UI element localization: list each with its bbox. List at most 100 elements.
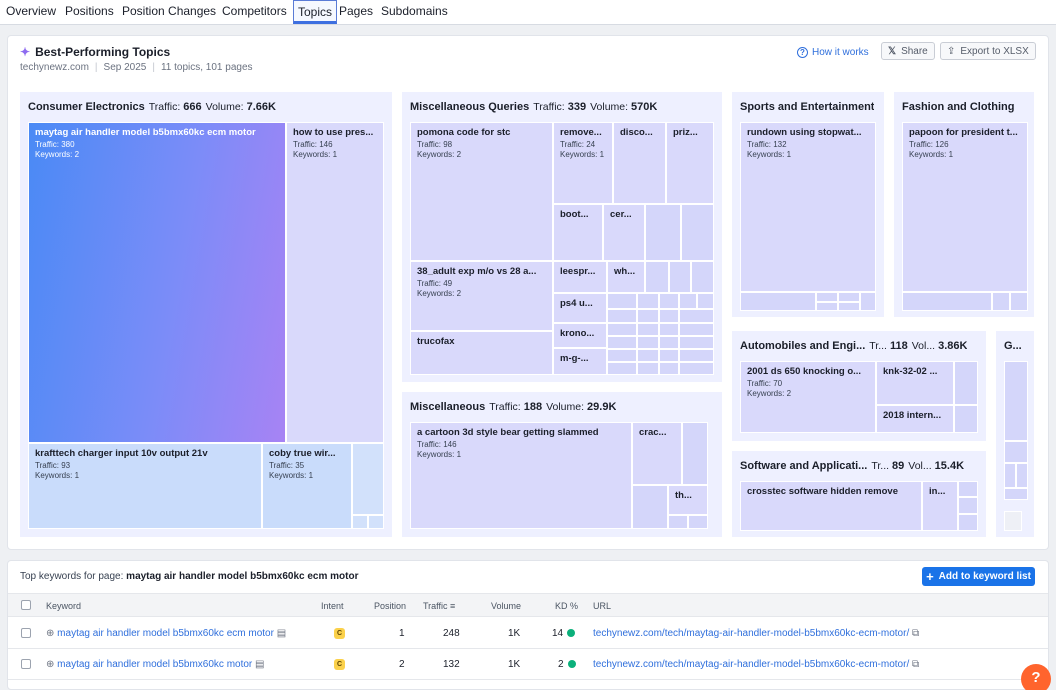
treemap-cell[interactable] — [607, 293, 637, 309]
add-to-keyword-list-button[interactable]: + Add to keyword list — [922, 567, 1035, 586]
treemap-cell[interactable] — [668, 515, 688, 529]
treemap-cell[interactable]: remove... Traffic: 24 Keywords: 1 — [553, 122, 613, 204]
export-button[interactable]: ⇪ Export to XLSX — [940, 42, 1036, 60]
row-checkbox[interactable] — [21, 628, 31, 638]
treemap-cell[interactable] — [679, 349, 714, 362]
treemap-cell[interactable] — [838, 302, 860, 311]
treemap-cell[interactable]: cer... — [603, 204, 645, 261]
treemap-cell[interactable]: priz... — [666, 122, 714, 204]
url-link[interactable]: techynewz.com/tech/maytag-air-handler-mo… — [593, 628, 910, 639]
topic-g[interactable]: G... — [996, 331, 1034, 537]
tab-competitors[interactable]: Competitors — [222, 4, 287, 18]
tab-topics[interactable]: Topics — [293, 0, 338, 24]
col-traffic[interactable]: Traffic ≡ — [423, 601, 455, 611]
topic-software[interactable]: Software and Applicati... Tr... 89 Vol... 15… — [732, 451, 986, 537]
treemap-cell[interactable] — [1016, 463, 1028, 488]
treemap-cell[interactable]: papoon for president t... Traffic: 126 K… — [902, 122, 1028, 292]
add-circle-icon[interactable]: ⊕ — [46, 659, 55, 670]
select-all-checkbox[interactable] — [21, 600, 31, 610]
serp-icon[interactable]: ▤ — [276, 628, 287, 639]
treemap-cell[interactable]: wh... — [607, 261, 645, 293]
treemap-cell[interactable] — [607, 309, 637, 323]
treemap-cell[interactable]: how to use pres... Traffic: 146 Keywords… — [286, 122, 384, 443]
treemap-cell[interactable] — [607, 323, 637, 336]
treemap-cell[interactable] — [958, 481, 978, 497]
treemap-cell[interactable]: 38_adult exp m/o vs 28 a... Traffic: 49 … — [410, 261, 553, 331]
treemap-cell[interactable]: leespr... — [553, 261, 607, 293]
how-it-works-link[interactable]: ? How it works — [797, 44, 869, 60]
treemap-cell[interactable] — [637, 362, 659, 375]
add-circle-icon[interactable]: ⊕ — [46, 628, 55, 639]
treemap-cell[interactable] — [1004, 511, 1022, 531]
treemap-cell[interactable] — [902, 292, 992, 311]
treemap-cell[interactable] — [816, 302, 838, 311]
treemap-cell[interactable] — [688, 515, 708, 529]
treemap-cell[interactable]: disco... — [613, 122, 666, 204]
treemap-cell[interactable] — [954, 361, 978, 405]
col-volume[interactable]: Volume — [491, 601, 522, 611]
treemap-cell[interactable] — [682, 422, 708, 485]
external-link-icon[interactable]: ⧉ — [912, 659, 920, 670]
treemap-cell[interactable]: krafttech charger input 10v output 21v T… — [28, 443, 262, 529]
keyword-link[interactable]: maytag air handler model b5bmx60kc ecm m… — [57, 628, 274, 639]
help-button[interactable]: ? — [1021, 664, 1051, 690]
treemap-cell[interactable] — [607, 336, 637, 349]
treemap-cell[interactable] — [958, 497, 978, 514]
treemap-cell[interactable] — [691, 261, 714, 293]
treemap-cell[interactable] — [1004, 488, 1028, 500]
treemap-cell[interactable]: rundown using stopwat... Traffic: 132 Ke… — [740, 122, 876, 292]
treemap-cell[interactable]: boot... — [553, 204, 603, 261]
treemap-cell[interactable]: crosstec software hidden remove — [740, 481, 922, 531]
treemap-cell[interactable] — [679, 293, 697, 309]
tab-position-changes[interactable]: Position Changes — [122, 4, 217, 18]
treemap-cell[interactable] — [816, 292, 838, 302]
treemap-cell[interactable] — [645, 204, 681, 261]
treemap-cell[interactable] — [659, 336, 679, 349]
treemap-cell[interactable] — [607, 362, 637, 375]
treemap-cell[interactable] — [860, 292, 876, 311]
treemap-cell[interactable]: trucofax — [410, 331, 553, 375]
tab-positions[interactable]: Positions — [65, 4, 114, 18]
treemap-cell[interactable]: ps4 u... — [553, 293, 607, 323]
row-checkbox[interactable] — [21, 659, 31, 669]
treemap-cell[interactable] — [669, 261, 691, 293]
treemap-cell[interactable] — [1010, 292, 1028, 311]
treemap-cell[interactable] — [992, 292, 1010, 311]
tab-subdomains[interactable]: Subdomains — [381, 4, 448, 18]
treemap-cell[interactable] — [607, 349, 637, 362]
treemap-cell[interactable]: knk-32-02 ... — [876, 361, 954, 405]
treemap-cell[interactable] — [368, 515, 384, 529]
treemap-cell[interactable] — [659, 362, 679, 375]
treemap-cell[interactable] — [659, 293, 679, 309]
treemap-cell[interactable] — [1004, 463, 1016, 488]
treemap-cell[interactable]: th... — [668, 485, 708, 515]
treemap-cell[interactable] — [659, 309, 679, 323]
col-url[interactable]: URL — [593, 601, 612, 611]
treemap-cell[interactable] — [637, 336, 659, 349]
treemap-cell[interactable] — [681, 204, 714, 261]
treemap-cell[interactable]: m-g-... — [553, 348, 607, 375]
tab-pages[interactable]: Pages — [339, 4, 374, 18]
treemap-cell[interactable] — [954, 405, 978, 433]
treemap-cell[interactable] — [679, 309, 714, 323]
treemap-cell[interactable] — [632, 485, 668, 529]
keyword-link[interactable]: maytag air handler model b5bmx60kc motor — [57, 659, 253, 670]
treemap-cell[interactable]: pomona code for stc Traffic: 98 Keywords… — [410, 122, 553, 261]
topic-sports-entertainment[interactable]: Sports and Entertainment rundown using s… — [732, 92, 884, 317]
treemap-cell[interactable] — [637, 293, 659, 309]
treemap-cell[interactable] — [645, 261, 669, 293]
treemap-cell[interactable] — [352, 515, 368, 529]
treemap-cell[interactable]: coby true wir... Traffic: 35 Keywords: 1 — [262, 443, 352, 529]
treemap-cell[interactable]: maytag air handler model b5bmx60kc ecm m… — [28, 122, 286, 443]
treemap-cell[interactable] — [637, 323, 659, 336]
topic-miscellaneous[interactable]: Miscellaneous Traffic: 188 Volume: 29.9K a c… — [402, 392, 722, 537]
treemap-cell[interactable]: krono... — [553, 323, 607, 348]
col-kd[interactable]: KD % — [555, 601, 579, 611]
col-keyword[interactable]: Keyword — [46, 601, 82, 611]
treemap-cell[interactable] — [679, 336, 714, 349]
col-intent[interactable]: Intent — [321, 601, 344, 611]
treemap-cell[interactable] — [740, 292, 816, 311]
treemap-cell[interactable] — [679, 362, 714, 375]
treemap-cell[interactable] — [637, 349, 659, 362]
topic-miscellaneous-queries[interactable]: Miscellaneous Queries Traffic: 339 Volume: 5… — [402, 92, 722, 382]
